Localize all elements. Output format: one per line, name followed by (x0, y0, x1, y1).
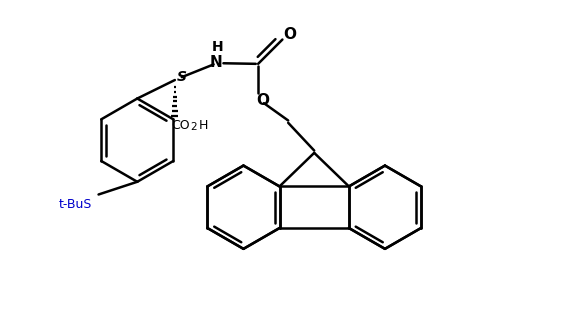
Text: O: O (256, 93, 269, 108)
Text: H: H (212, 40, 224, 54)
Text: S: S (177, 70, 187, 84)
Text: O: O (283, 27, 296, 43)
Text: t-BuS: t-BuS (59, 198, 92, 211)
Text: N: N (210, 55, 223, 70)
Text: CO: CO (171, 119, 190, 132)
Text: H: H (199, 119, 209, 132)
Text: 2: 2 (190, 122, 196, 132)
